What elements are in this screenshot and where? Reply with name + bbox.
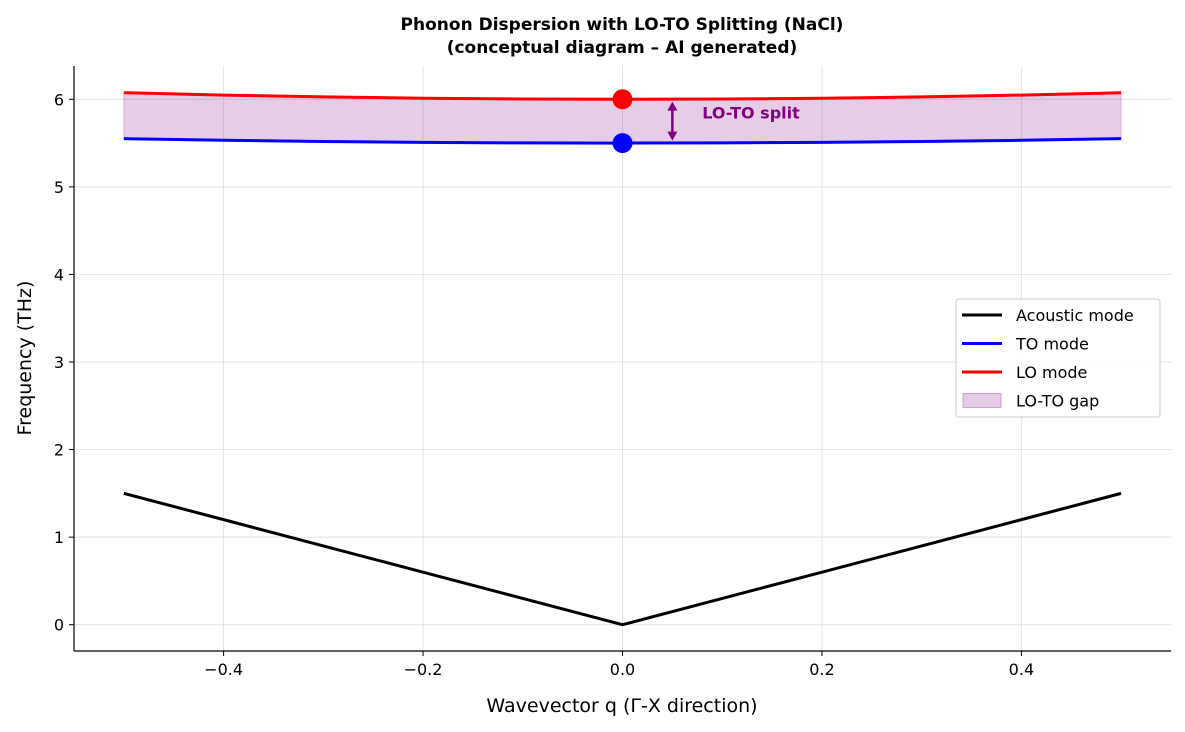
legend-label: LO mode [1016,363,1087,382]
legend-label: LO-TO gap [1016,392,1099,411]
chart-title: Phonon Dispersion with LO-TO Splitting (… [401,15,844,35]
chart-subtitle: (conceptual diagram – AI generated) [447,38,798,58]
x-tick-label: 0.2 [809,660,834,679]
x-tick-label: 0.0 [610,660,635,679]
annotation-label: LO-TO split [702,103,800,122]
y-tick-label: 0 [54,616,64,635]
y-tick-label: 2 [54,441,64,460]
y-axis-label: Frequency (THz) [14,281,36,436]
y-tick-label: 1 [54,528,64,547]
x-tick-label: 0.4 [1009,660,1034,679]
y-tick-label: 4 [54,265,64,284]
x-tick-label: −0.2 [404,660,443,679]
y-tick-label: 5 [54,178,64,197]
y-tick-label: 3 [54,353,64,372]
legend-box [955,298,1161,418]
legend-swatch [962,393,1002,408]
x-axis-label: Wavevector q (Γ-X direction) [486,695,757,717]
split-arrow-head-down [667,131,678,141]
series-line-acoustic-mode [123,491,1122,627]
split-arrow-head-up [667,101,678,111]
gamma-point-marker [612,89,633,110]
x-tick-label: −0.4 [204,660,243,679]
legend: Acoustic mode TO mode LO mode LO-TO gap [955,298,1161,418]
y-tick-label: 6 [54,90,64,109]
legend-label: TO mode [1015,335,1089,354]
legend-label: Acoustic mode [1016,306,1134,325]
gamma-point-marker [612,133,633,154]
